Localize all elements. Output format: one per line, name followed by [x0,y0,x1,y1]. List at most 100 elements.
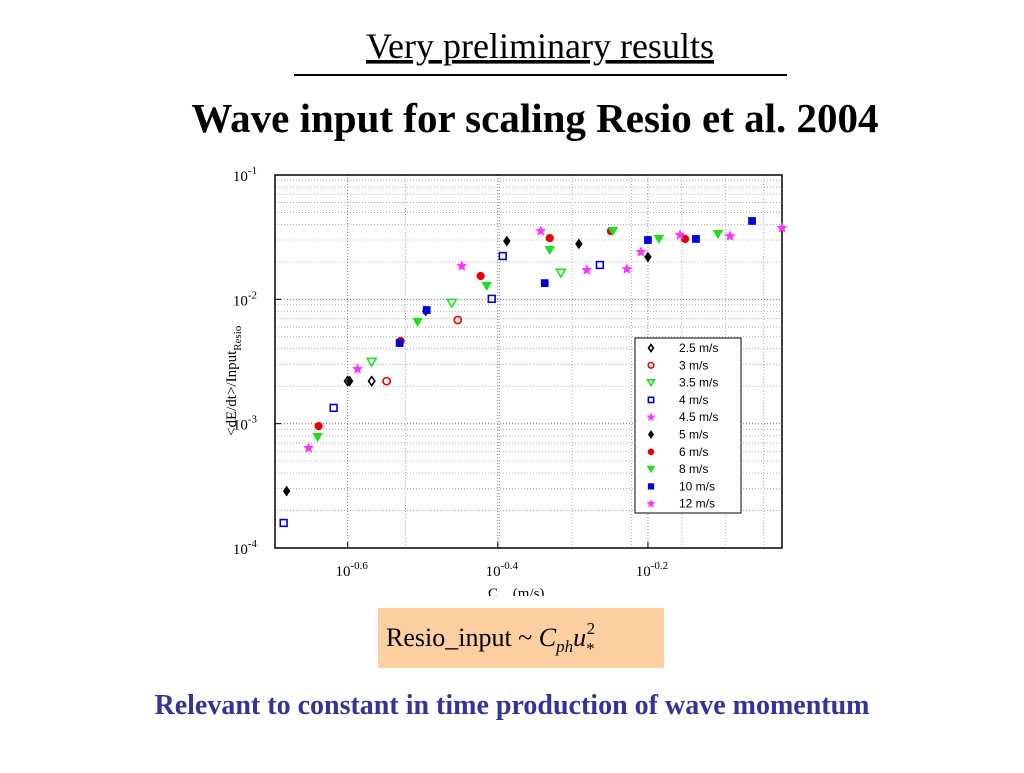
point [575,238,583,250]
y-axis-label: <dE/dt>/InputResio [224,325,244,436]
tick-base: 10 [233,169,248,185]
tick-label: 10-0.4 [486,560,519,580]
legend-marker [647,396,655,404]
point [607,226,619,237]
legend-label: 3.5 m/s [679,376,718,390]
tick-label: 10-0.6 [335,560,368,580]
legend-label: 5 m/s [679,428,708,442]
tick-exp: -4 [248,538,258,550]
legend-label: 6 m/s [679,445,708,459]
point [279,518,288,528]
title: Very preliminary results [366,26,714,66]
tick-label: 10-2 [233,289,257,309]
point [776,222,788,233]
legend-label: 4 m/s [679,393,708,407]
legend-marker [646,412,656,422]
tick-label: 10-1 [233,165,257,185]
legend-marker [646,378,656,388]
legend-label: 2.5 m/s [679,341,718,355]
point [382,376,392,386]
legend-marker [646,465,656,474]
tick-exp: -0.6 [350,560,368,572]
point [621,263,633,274]
point [445,298,458,309]
point [365,357,378,368]
subtitle: Wave input for scaling Resio et al. 2004 [191,95,878,141]
point [329,403,338,413]
point [352,363,364,374]
tick-label: 10-3 [233,414,258,434]
tick-exp: -2 [248,289,257,301]
point [540,279,549,288]
tick-base: 10 [486,564,501,580]
point [282,485,291,497]
point [724,230,736,241]
tick-base: 10 [233,542,248,558]
formula-box [378,608,664,668]
tick-exp: -1 [248,165,257,177]
tick-base: 10 [233,293,248,309]
legend-label: 4.5 m/s [679,410,718,424]
tick-base: 10 [636,564,651,580]
point [635,246,647,257]
point [503,235,511,247]
legend-marker [646,498,656,508]
legend-marker [647,361,655,369]
point [412,317,423,328]
point [748,217,756,225]
legend-marker [647,483,655,490]
y-label-main: <dE/dt>/Input [224,350,240,436]
point [456,260,468,271]
tick-base: 10 [233,418,248,434]
point [545,233,554,243]
formula: Resio_input ~ Cphu*2 [386,619,595,658]
tick-exp: -3 [248,414,258,426]
footer: Relevant to constant in time production … [155,690,870,721]
legend-label: 3 m/s [679,358,708,372]
point [692,235,700,243]
y-label-sub: Resio [232,325,244,351]
tick-exp: -0.2 [651,560,668,572]
tick-exp: -0.4 [501,560,519,572]
point [395,339,404,347]
tick-label: 10-4 [233,538,258,558]
legend-label: 10 m/s [679,479,715,493]
point [345,375,354,387]
point [367,375,376,387]
x-label-main: C [488,586,498,602]
point [595,260,605,270]
point [453,315,463,325]
x-axis-label: Cph (m/s) [488,586,544,606]
legend-marker [647,343,655,353]
point [312,432,324,443]
point [535,225,547,236]
x-label-rest: (m/s) [509,586,544,602]
plot-frame [274,174,783,549]
point [712,229,724,240]
tick-base: 10 [335,564,350,580]
point [554,268,567,279]
point [487,294,496,303]
point [644,251,652,263]
point [476,271,485,281]
legend-label: 12 m/s [679,497,715,511]
point [581,264,593,275]
point [674,229,686,240]
point [680,234,690,244]
point [653,234,665,244]
point [498,251,507,261]
legend-marker [647,430,655,439]
point [481,281,493,292]
point [644,236,652,244]
point [544,245,556,256]
legend-label: 8 m/s [679,462,708,476]
legend-marker [647,448,655,456]
point [303,442,315,453]
point [422,306,431,314]
tick-label: 10-0.2 [636,560,668,580]
x-label-sub: ph [498,594,510,606]
point [314,421,323,431]
